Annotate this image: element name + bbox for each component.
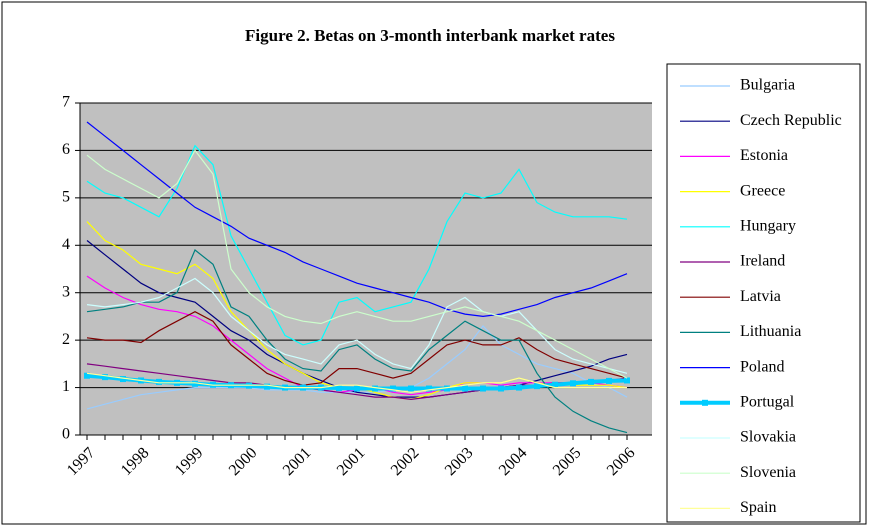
point-marker [264, 383, 270, 390]
point-marker [588, 378, 594, 385]
point-marker [336, 385, 342, 392]
y-tick-label: 1 [62, 378, 70, 395]
legend-label: Czech Republic [740, 112, 842, 129]
point-marker [354, 385, 360, 392]
legend-label: Estonia [740, 147, 788, 164]
series-line [86, 240, 628, 398]
point-marker [624, 377, 630, 384]
series-line [86, 249, 628, 434]
point-marker [102, 374, 108, 381]
point-marker [426, 385, 432, 392]
legend-label: Slovakia [740, 429, 796, 446]
legend-label: Greece [740, 182, 785, 199]
point-marker [534, 383, 540, 390]
point-marker [516, 384, 522, 391]
point-marker [498, 385, 504, 392]
series-line [86, 144, 628, 346]
legend [666, 63, 861, 523]
legend-label: Latvia [740, 288, 781, 305]
series-line [86, 149, 628, 379]
y-tick-label: 2 [62, 331, 70, 348]
point-marker [444, 385, 450, 392]
plot-area [80, 103, 652, 435]
legend-label: Ireland [740, 253, 785, 270]
legend-label: Spain [740, 499, 776, 516]
point-marker [552, 381, 558, 388]
point-marker [120, 376, 126, 383]
y-tick-label: 0 [62, 426, 70, 443]
series-line [86, 311, 628, 386]
series-line [86, 372, 627, 393]
point-marker [462, 385, 468, 392]
legend-label: Hungary [740, 217, 796, 234]
point-marker [192, 380, 198, 387]
point-marker [156, 378, 162, 385]
y-tick-label: 4 [62, 236, 70, 253]
point-marker [606, 377, 612, 384]
y-tick-label: 5 [62, 189, 70, 206]
y-tick-label: 6 [62, 141, 70, 158]
point-marker [390, 385, 396, 392]
point-marker [84, 372, 90, 379]
y-tick-label: 3 [62, 283, 70, 300]
legend-label: Portugal [740, 393, 795, 410]
legend-label: Lithuania [740, 323, 801, 340]
series-line [86, 121, 628, 318]
legend-label: Slovenia [740, 464, 796, 481]
legend-swatch-marker [702, 399, 708, 406]
chart-title: Figure 2. Betas on 3-month interbank mar… [245, 26, 615, 45]
point-marker [480, 385, 486, 392]
point-marker [408, 385, 414, 392]
legend-label: Poland [740, 358, 784, 375]
y-tick-label: 7 [62, 94, 70, 111]
point-marker [570, 380, 576, 387]
legend-label: Bulgaria [740, 77, 795, 94]
point-marker [372, 385, 378, 392]
